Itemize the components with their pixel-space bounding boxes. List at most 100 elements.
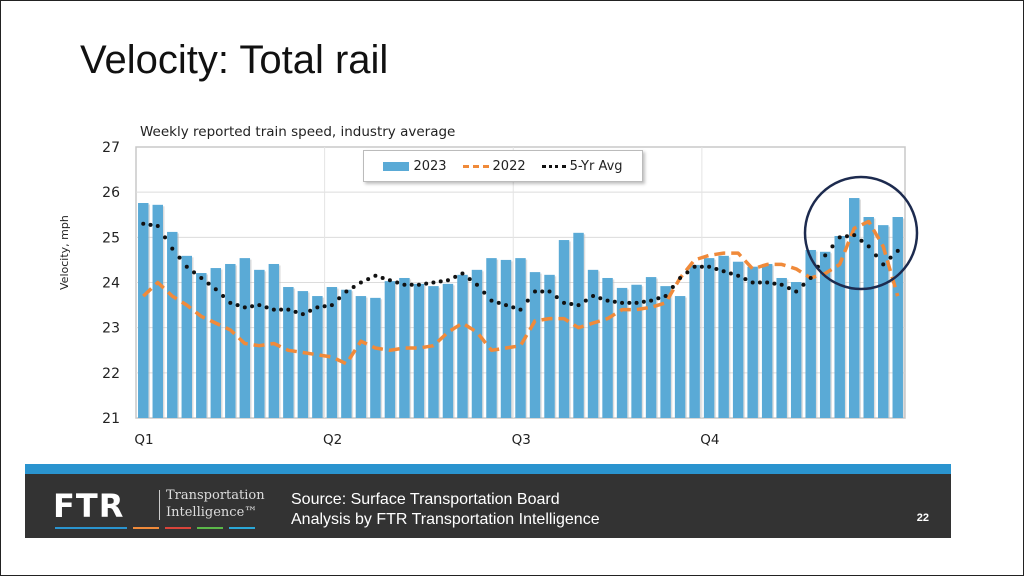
point-5yr-avg-mid bbox=[235, 303, 240, 308]
point-5yr-avg bbox=[489, 298, 494, 303]
bar-2023 bbox=[138, 203, 149, 418]
slide-title: Velocity: Total rail bbox=[80, 38, 389, 82]
y-tick-label: 25 bbox=[102, 230, 120, 246]
legend-item-2022: 2022 bbox=[462, 158, 526, 174]
legend-swatch-2022 bbox=[462, 164, 489, 168]
y-tick-label: 26 bbox=[102, 185, 120, 201]
bar-2023 bbox=[196, 273, 207, 418]
logo-divider bbox=[159, 490, 160, 520]
point-5yr-avg-mid bbox=[714, 266, 719, 271]
bar-2023 bbox=[761, 263, 773, 418]
logo-subtitle-line2: Intelligence™ bbox=[166, 505, 258, 520]
point-5yr-avg bbox=[416, 282, 421, 287]
point-5yr-avg-mid bbox=[540, 289, 545, 294]
point-5yr-avg bbox=[213, 287, 218, 292]
bar-2023 bbox=[515, 258, 526, 418]
bar-2023 bbox=[326, 287, 338, 418]
bar-2023 bbox=[703, 258, 715, 418]
point-5yr-avg bbox=[141, 221, 146, 226]
point-5yr-avg-mid bbox=[148, 222, 153, 227]
bar-2023 bbox=[225, 263, 236, 418]
bar-2023 bbox=[312, 296, 323, 418]
point-5yr-avg bbox=[431, 280, 436, 285]
point-5yr-avg bbox=[257, 303, 262, 308]
bar-2023 bbox=[790, 282, 802, 418]
legend-item-5yr-avg: 5-Yr Avg bbox=[541, 159, 623, 174]
bar-2023 bbox=[457, 274, 468, 418]
point-5yr-avg bbox=[184, 264, 189, 269]
y-tick-label: 24 bbox=[102, 276, 120, 292]
logo-color-lines bbox=[55, 527, 255, 529]
bar-2023 bbox=[471, 269, 483, 418]
bar-2023 bbox=[834, 235, 845, 418]
point-5yr-avg bbox=[808, 275, 813, 280]
footer-accent-band bbox=[25, 464, 951, 474]
bar-2023 bbox=[587, 269, 599, 418]
point-5yr-avg bbox=[155, 224, 160, 229]
point-5yr-avg bbox=[170, 246, 175, 251]
point-5yr-avg bbox=[533, 289, 538, 294]
point-5yr-avg-mid bbox=[264, 305, 269, 310]
legend-label-2023: 2023 bbox=[413, 158, 447, 174]
x-tick-label: Q3 bbox=[512, 432, 531, 448]
point-5yr-avg-mid bbox=[554, 295, 559, 300]
point-5yr-avg bbox=[329, 303, 334, 308]
point-5yr-avg bbox=[373, 273, 378, 278]
point-5yr-avg-mid bbox=[206, 281, 211, 286]
bar-2023 bbox=[399, 277, 410, 418]
point-5yr-avg bbox=[445, 278, 450, 283]
bar-2023 bbox=[732, 261, 744, 418]
point-5yr-avg-mid bbox=[482, 290, 487, 295]
point-5yr-avg bbox=[750, 280, 755, 285]
bar-2023 bbox=[645, 277, 657, 418]
point-5yr-avg bbox=[199, 275, 204, 280]
point-5yr-avg-mid bbox=[424, 281, 429, 286]
point-5yr-avg bbox=[779, 282, 784, 287]
highlight-circle bbox=[803, 175, 919, 291]
point-5yr-avg-mid bbox=[351, 285, 356, 290]
point-5yr-avg bbox=[678, 275, 683, 280]
point-5yr-avg-mid bbox=[496, 300, 501, 305]
point-5yr-avg-mid bbox=[525, 298, 530, 303]
point-5yr-avg-mid bbox=[830, 244, 835, 249]
point-5yr-avg-mid bbox=[221, 294, 226, 299]
y-tick-label: 22 bbox=[102, 366, 120, 382]
point-5yr-avg bbox=[460, 271, 465, 276]
y-tick-label: 27 bbox=[102, 140, 120, 156]
bar-2023 bbox=[718, 255, 729, 418]
point-5yr-avg bbox=[271, 307, 276, 312]
bar-2023 bbox=[486, 258, 497, 418]
bar-2023 bbox=[819, 251, 831, 418]
point-5yr-avg-mid bbox=[612, 299, 617, 304]
logo-subtitle-line1: Transportation bbox=[166, 488, 265, 503]
point-5yr-avg bbox=[591, 294, 596, 299]
bar-2023 bbox=[660, 286, 671, 418]
bar-2023 bbox=[413, 283, 425, 418]
x-tick-label: Q1 bbox=[134, 432, 153, 448]
legend-label-2022: 2022 bbox=[492, 158, 526, 174]
point-5yr-avg-mid bbox=[699, 264, 704, 269]
point-5yr-avg-mid bbox=[163, 235, 168, 240]
bar-2023 bbox=[892, 217, 903, 418]
bar-2023 bbox=[500, 259, 512, 418]
bar-2023 bbox=[341, 289, 352, 418]
bar-2023 bbox=[181, 255, 193, 418]
point-5yr-avg-mid bbox=[598, 296, 603, 301]
point-5yr-avg-mid bbox=[888, 255, 893, 260]
chart-legend: 2023 2022 5-Yr Avg bbox=[363, 150, 643, 182]
point-5yr-avg bbox=[387, 278, 392, 283]
bar-2023 bbox=[573, 232, 584, 418]
point-5yr-avg bbox=[300, 312, 305, 317]
page-number: 22 bbox=[916, 512, 929, 524]
point-5yr-avg bbox=[605, 298, 610, 303]
logo-line-red bbox=[165, 527, 191, 529]
point-5yr-avg-mid bbox=[453, 274, 458, 279]
point-5yr-avg bbox=[474, 282, 479, 287]
point-5yr-avg-mid bbox=[844, 234, 849, 239]
point-5yr-avg bbox=[881, 262, 886, 267]
source-text: Source: Surface Transportation Board Ana… bbox=[291, 490, 600, 530]
point-5yr-avg-mid bbox=[177, 255, 182, 260]
bar-2023 bbox=[631, 284, 642, 418]
point-5yr-avg-mid bbox=[192, 270, 197, 275]
y-tick-label: 23 bbox=[102, 321, 120, 337]
